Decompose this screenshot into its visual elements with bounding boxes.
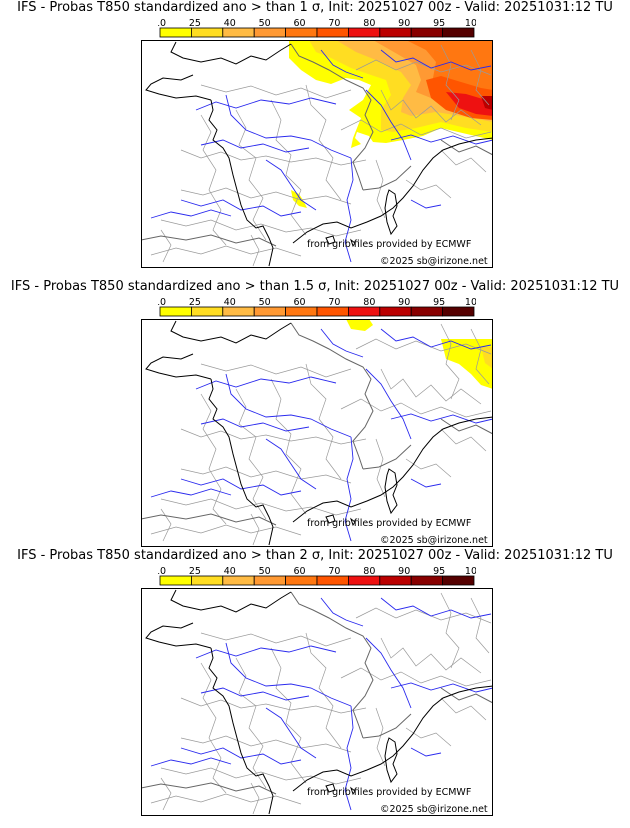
colorbar-swatch xyxy=(159,306,192,317)
map-frame xyxy=(141,40,493,268)
colorbar-swatch xyxy=(253,306,286,317)
colorbar-tick-label: 70 xyxy=(328,297,340,308)
colorbar-tick-label: 50 xyxy=(259,566,271,577)
colorbar-tick-label: 60 xyxy=(294,18,306,29)
colorbar-tick-label: 100 xyxy=(465,297,476,308)
colorbar-swatch xyxy=(253,575,286,586)
colorbar-swatch xyxy=(285,27,318,38)
source-credit: from grib files provided by ECMWF xyxy=(307,239,471,250)
map-frame xyxy=(141,319,493,547)
prob-area-25 xyxy=(481,347,493,369)
colorbar-swatch xyxy=(191,27,224,38)
colorbar-segments xyxy=(159,27,475,38)
colorbar-tick-label: 90 xyxy=(398,297,410,308)
colorbar-swatch xyxy=(379,575,412,586)
colorbar-swatch xyxy=(410,27,443,38)
probability-map: from grib files provided by ECMWF ©2025 … xyxy=(140,588,494,816)
colorbar-swatch xyxy=(347,306,381,317)
colorbar-tick-label: 100 xyxy=(465,566,476,577)
colorbar-tick-label: 10 xyxy=(158,18,166,29)
colorbar-swatch xyxy=(316,575,349,586)
colorbar-tick-label: 25 xyxy=(189,566,201,577)
colorbar-tick-label: 70 xyxy=(328,566,340,577)
panel-1: IFS - Probas T850 standardized ano > tha… xyxy=(0,0,630,270)
colorbar-tick-label: 80 xyxy=(363,566,375,577)
colorbar-segments xyxy=(159,575,475,586)
colorbar-tick-label: 40 xyxy=(224,566,236,577)
colorbar-swatch xyxy=(159,575,192,586)
panel-title: IFS - Probas T850 standardized ano > tha… xyxy=(17,0,613,15)
colorbar-swatch xyxy=(379,27,412,38)
probability-map: from grib files provided by ECMWF ©2025 … xyxy=(140,319,494,547)
colorbar-swatch xyxy=(442,575,475,586)
panel-title: IFS - Probas T850 standardized ano > tha… xyxy=(17,548,613,563)
copyright-credit: ©2025 sb@irizone.net xyxy=(380,804,488,815)
colorbar: 10 25 40 50 60 70 80 90 95 100 xyxy=(158,16,476,38)
colorbar-swatch xyxy=(222,306,255,317)
colorbar-ticks: 10 25 40 50 60 70 80 90 95 100 xyxy=(158,297,476,308)
colorbar-swatch xyxy=(316,27,349,38)
colorbar-swatch xyxy=(253,27,286,38)
colorbar-swatch xyxy=(316,306,349,317)
prob-area-80 xyxy=(446,92,493,116)
colorbar-swatch xyxy=(191,306,224,317)
probability-map: from grib files provided by ECMWF ©2025 … xyxy=(140,40,494,268)
panel-title: IFS - Probas T850 standardized ano > tha… xyxy=(10,279,620,294)
colorbar-tick-label: 40 xyxy=(224,18,236,29)
colorbar-tick-label: 90 xyxy=(398,566,410,577)
colorbar-swatch xyxy=(285,575,318,586)
colorbar-tick-label: 80 xyxy=(363,297,375,308)
colorbar-tick-label: 95 xyxy=(433,18,445,29)
prob-area-10 xyxy=(441,339,493,389)
colorbar-swatch xyxy=(410,575,443,586)
map-frame xyxy=(141,588,493,816)
colorbar-tick-label: 25 xyxy=(189,297,201,308)
colorbar-swatch xyxy=(442,27,475,38)
colorbar-swatch xyxy=(191,575,224,586)
colorbar-swatch xyxy=(347,575,381,586)
colorbar-segments xyxy=(159,306,475,317)
probability-field xyxy=(346,319,493,389)
colorbar-swatch xyxy=(285,306,318,317)
colorbar-tick-label: 90 xyxy=(398,18,410,29)
colorbar-tick-label: 50 xyxy=(259,18,271,29)
colorbar-swatch xyxy=(347,27,381,38)
colorbar: 10 25 40 50 60 70 80 90 95 100 xyxy=(158,564,476,586)
colorbar-tick-label: 10 xyxy=(158,566,166,577)
panel-3: IFS - Probas T850 standardized ano > tha… xyxy=(0,548,630,818)
panel-2: IFS - Probas T850 standardized ano > tha… xyxy=(0,279,630,549)
colorbar-swatch xyxy=(410,306,443,317)
colorbar-tick-label: 70 xyxy=(328,18,340,29)
colorbar-ticks: 10 25 40 50 60 70 80 90 95 100 xyxy=(158,18,476,29)
prob-area-10 xyxy=(346,319,373,331)
colorbar-tick-label: 50 xyxy=(259,297,271,308)
colorbar-tick-label: 25 xyxy=(189,18,201,29)
colorbar-ticks: 10 25 40 50 60 70 80 90 95 100 xyxy=(158,566,476,577)
colorbar-swatch xyxy=(159,27,192,38)
source-credit: from grib files provided by ECMWF xyxy=(307,518,471,529)
colorbar: 10 25 40 50 60 70 80 90 95 100 xyxy=(158,295,476,317)
colorbar-swatch xyxy=(442,306,475,317)
copyright-credit: ©2025 sb@irizone.net xyxy=(380,535,488,546)
colorbar-tick-label: 80 xyxy=(363,18,375,29)
colorbar-tick-label: 10 xyxy=(158,297,166,308)
colorbar-swatch xyxy=(379,306,412,317)
colorbar-tick-label: 95 xyxy=(433,297,445,308)
colorbar-swatch xyxy=(222,27,255,38)
colorbar-tick-label: 60 xyxy=(294,297,306,308)
copyright-credit: ©2025 sb@irizone.net xyxy=(380,256,488,267)
colorbar-tick-label: 100 xyxy=(465,18,476,29)
colorbar-tick-label: 95 xyxy=(433,566,445,577)
colorbar-tick-label: 60 xyxy=(294,566,306,577)
colorbar-tick-label: 40 xyxy=(224,297,236,308)
colorbar-swatch xyxy=(222,575,255,586)
source-credit: from grib files provided by ECMWF xyxy=(307,787,471,798)
